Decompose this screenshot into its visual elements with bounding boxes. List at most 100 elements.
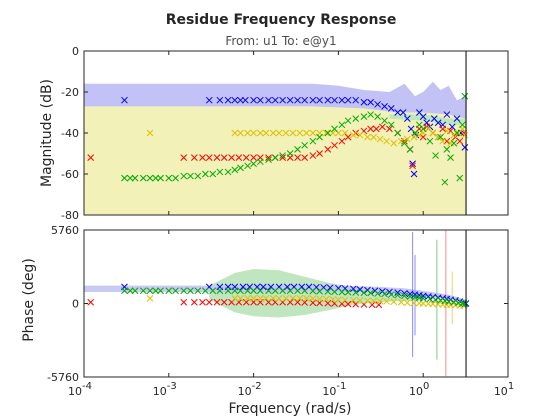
data-point	[434, 119, 442, 127]
data-point	[415, 131, 423, 139]
data-point	[279, 96, 286, 104]
x-axis-label: Frequency (rad/s)	[229, 401, 352, 417]
data-point	[386, 125, 393, 133]
data-point	[403, 115, 411, 123]
data-point	[205, 298, 213, 306]
data-point	[256, 158, 264, 166]
phase-axis-label: Phase (deg)	[21, 258, 37, 342]
data-point	[265, 287, 272, 295]
data-point	[390, 298, 398, 306]
data-point	[390, 139, 398, 147]
data-point	[324, 146, 332, 153]
phase-blue-band	[84, 285, 466, 303]
data-point	[352, 289, 360, 296]
data-point	[331, 288, 338, 296]
phase-ytick-label: 0	[72, 298, 79, 311]
data-point	[387, 291, 395, 298]
data-point	[356, 297, 364, 304]
data-point	[338, 137, 346, 145]
data-point	[271, 154, 279, 161]
data-point	[432, 152, 439, 159]
data-point	[205, 96, 213, 104]
data-point	[279, 287, 286, 295]
magnitude-ytick-label: 0	[72, 45, 79, 58]
phase-series-3	[121, 287, 469, 308]
magnitude-plot-content	[84, 81, 469, 215]
data-point	[209, 170, 217, 178]
data-point	[341, 129, 349, 137]
data-point	[180, 287, 188, 295]
data-point	[121, 96, 128, 104]
data-point	[375, 301, 383, 309]
data-point	[352, 96, 360, 104]
data-point	[316, 287, 323, 295]
data-point	[242, 298, 250, 306]
data-point	[286, 150, 294, 157]
data-point	[180, 154, 188, 161]
data-point	[301, 141, 309, 149]
data-point	[265, 156, 272, 164]
data-point	[406, 146, 414, 153]
data-point	[461, 300, 469, 308]
data-point	[209, 287, 217, 295]
data-point	[242, 154, 250, 161]
data-point	[250, 154, 257, 161]
data-point	[349, 296, 357, 304]
data-point	[87, 154, 95, 161]
data-point	[244, 295, 251, 302]
data-point	[367, 111, 374, 118]
data-point	[301, 299, 309, 306]
data-point	[256, 129, 264, 137]
magnitude-yellow-band	[84, 106, 466, 215]
data-point	[224, 96, 232, 104]
data-point	[410, 133, 418, 141]
data-point	[152, 287, 160, 295]
data-point	[374, 113, 381, 120]
data-point	[338, 288, 346, 296]
data-point	[316, 295, 323, 303]
data-point	[453, 129, 461, 137]
data-point	[237, 287, 244, 295]
data-point	[271, 287, 279, 295]
data-point	[294, 298, 301, 306]
data-point	[448, 123, 456, 131]
data-point	[256, 96, 264, 104]
data-point	[146, 174, 154, 182]
phase-series-2	[146, 295, 468, 310]
data-point	[403, 299, 411, 307]
data-point	[360, 289, 368, 297]
data-point	[165, 174, 173, 182]
data-point	[367, 125, 374, 133]
data-point	[461, 143, 469, 151]
data-point	[187, 287, 194, 295]
data-point	[213, 298, 221, 306]
data-point	[126, 287, 134, 295]
data-point	[379, 123, 386, 131]
data-point	[324, 96, 332, 104]
data-point	[356, 131, 364, 139]
data-point	[269, 295, 277, 302]
data-point	[139, 287, 147, 295]
data-point	[401, 137, 408, 145]
data-point	[256, 295, 264, 302]
data-point	[461, 92, 469, 100]
phase-ytick-label: 5760	[51, 224, 79, 237]
data-point	[301, 287, 309, 295]
data-point	[131, 287, 139, 295]
data-point	[443, 127, 451, 135]
data-point	[239, 283, 247, 291]
data-point	[180, 172, 188, 180]
data-point	[394, 289, 402, 297]
data-point	[381, 102, 388, 110]
magnitude-series-2	[146, 125, 469, 147]
data-point	[324, 129, 332, 137]
data-point	[419, 125, 427, 133]
data-point	[250, 295, 257, 302]
data-point	[429, 300, 437, 308]
data-point	[190, 154, 198, 161]
data-point	[450, 139, 458, 147]
data-point	[250, 96, 257, 104]
data-point	[309, 129, 317, 137]
phase-plot-content	[84, 230, 470, 377]
data-point	[180, 298, 188, 306]
